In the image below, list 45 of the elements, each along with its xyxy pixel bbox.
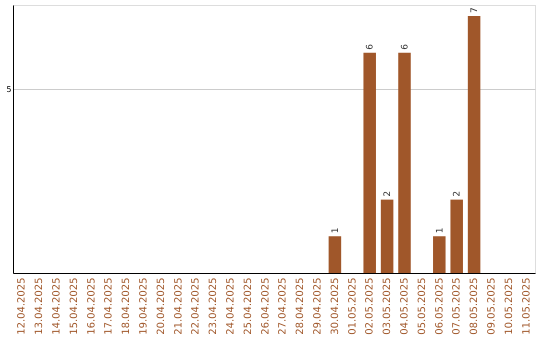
x-tick-label: 30.04.2025	[330, 278, 341, 335]
x-tick-label: 23.04.2025	[208, 278, 220, 335]
data-label: 7	[470, 7, 480, 14]
x-tick-label: 29.04.2025	[312, 278, 324, 335]
x-tick-label: 11.05.2025	[521, 278, 532, 335]
x-tick-label: 13.04.2025	[34, 278, 46, 335]
x-tick-label: 06.05.2025	[434, 278, 446, 335]
x-tick-label: 10.05.2025	[504, 278, 515, 335]
x-tick-label: 20.04.2025	[156, 278, 167, 335]
x-tick-label: 19.04.2025	[138, 278, 150, 335]
x-tick-label: 27.04.2025	[278, 278, 289, 335]
bar	[328, 236, 342, 273]
x-tick-label: 01.05.2025	[347, 278, 358, 335]
data-label: 1	[330, 228, 341, 234]
bar	[468, 16, 480, 273]
bar	[380, 200, 394, 273]
data-label: 6	[366, 44, 376, 50]
x-tick-label: 03.05.2025	[382, 278, 394, 335]
bar	[363, 52, 376, 273]
x-tick-label: 28.04.2025	[295, 278, 306, 335]
x-tick-label: 12.04.2025	[16, 278, 28, 335]
y-tick-label: 5	[6, 84, 12, 94]
data-label: 1	[435, 228, 446, 234]
x-tick-label: 04.05.2025	[400, 278, 410, 335]
x-tick-label: 18.04.2025	[121, 278, 132, 335]
x-tick-label: 05.05.2025	[416, 278, 428, 335]
x-tick-label: 17.04.2025	[104, 278, 115, 335]
x-tick-label: 02.05.2025	[364, 278, 376, 335]
x-tick-label: 25.04.2025	[242, 278, 254, 335]
x-tick-label: 24.04.2025	[226, 278, 236, 335]
x-tick-label: 15.04.2025	[68, 278, 80, 335]
bar	[398, 52, 411, 273]
x-tick-label: 14.04.2025	[52, 278, 62, 335]
x-tick-label: 16.04.2025	[86, 278, 98, 335]
data-label: 6	[400, 44, 410, 50]
bar	[433, 236, 446, 273]
bar	[450, 200, 463, 273]
x-tick-label: 07.05.2025	[452, 278, 463, 335]
data-label: 2	[452, 190, 463, 197]
data-label: 2	[383, 190, 394, 197]
x-tick-label: 21.04.2025	[173, 278, 184, 335]
x-tick-label: 09.05.2025	[486, 278, 498, 335]
x-tick-label: 22.04.2025	[190, 278, 202, 335]
x-tick-label: 26.04.2025	[260, 278, 272, 335]
x-tick-label: 08.05.2025	[469, 278, 480, 335]
